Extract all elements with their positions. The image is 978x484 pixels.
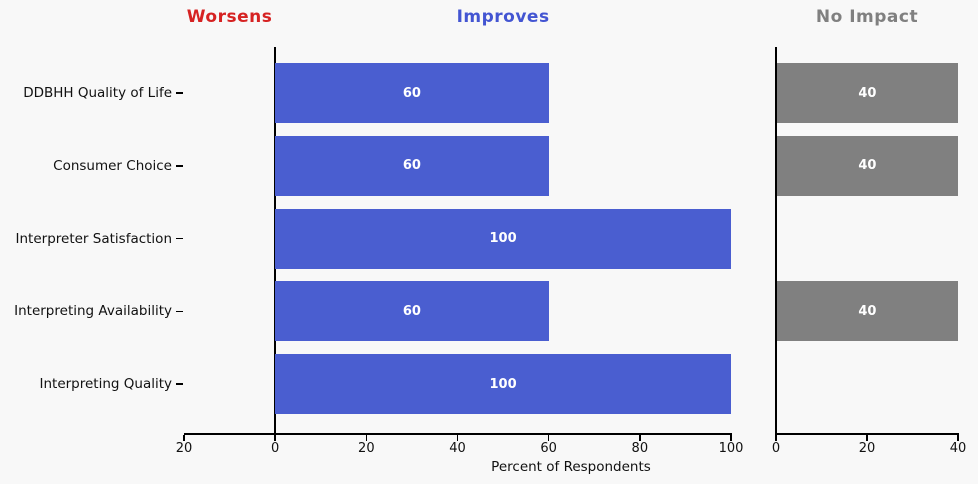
bar-value-label: 40 bbox=[858, 158, 877, 174]
bar-no-impact-1: 40 bbox=[776, 135, 958, 196]
x-axis-no-impact-tick-label: 0 bbox=[771, 441, 781, 456]
x-axis-no-impact-tick bbox=[866, 434, 868, 441]
category-label: DDBHH Quality of Life bbox=[23, 85, 172, 101]
panel-title-no-impact: No Impact bbox=[815, 7, 919, 27]
axis-line-bottom-main bbox=[184, 433, 732, 435]
axis-line-bottom-no-impact bbox=[775, 433, 959, 435]
y-tick bbox=[176, 237, 183, 240]
bar-no-impact-3: 40 bbox=[776, 281, 958, 342]
x-axis-no-impact-tick bbox=[957, 434, 959, 441]
x-axis-main-tick-label: 60 bbox=[540, 441, 557, 456]
bar-improves-0: 60 bbox=[275, 63, 549, 123]
x-axis-main-tick bbox=[274, 434, 276, 441]
x-axis-no-impact-tick bbox=[775, 434, 777, 441]
x-axis-main-tick bbox=[456, 434, 459, 441]
x-axis-main-tick bbox=[547, 434, 550, 441]
x-axis-main-tick bbox=[365, 434, 368, 441]
bar-value-label: 100 bbox=[489, 231, 517, 246]
y-tick bbox=[176, 310, 183, 312]
x-axis-main-tick-label: 20 bbox=[175, 441, 193, 456]
x-axis-main-tick-label: 20 bbox=[358, 441, 375, 456]
y-tick bbox=[176, 165, 183, 167]
bar-no-impact-0: 40 bbox=[776, 63, 958, 123]
x-axis-no-impact-tick-label: 20 bbox=[858, 441, 876, 456]
category-label: Interpreting Availability bbox=[14, 303, 172, 320]
x-axis-no-impact-tick-label: 40 bbox=[949, 441, 967, 456]
axis-line-left-no-impact bbox=[775, 47, 777, 433]
category-label: Interpreting Quality bbox=[39, 376, 172, 392]
bar-value-label: 60 bbox=[402, 158, 421, 174]
bar-value-label: 100 bbox=[489, 376, 517, 392]
bar-value-label: 60 bbox=[402, 303, 421, 319]
x-axis-main-tick bbox=[730, 434, 732, 441]
bar-value-label: 40 bbox=[858, 85, 877, 101]
panel-title-improves: Improves bbox=[456, 7, 550, 27]
bar-value-label: 60 bbox=[402, 85, 421, 101]
panel-title-worsens: Worsens bbox=[186, 7, 273, 27]
bar-improves-2: 100 bbox=[275, 208, 731, 269]
bar-improves-4: 100 bbox=[275, 354, 731, 414]
bar-improves-3: 60 bbox=[275, 281, 549, 342]
x-axis-main-tick bbox=[639, 434, 641, 441]
x-axis-main-tick-label: 0 bbox=[271, 441, 280, 456]
x-axis-main-tick-label: 80 bbox=[631, 441, 649, 456]
category-label: Consumer Choice bbox=[53, 157, 172, 174]
bar-value-label: 40 bbox=[858, 303, 877, 319]
bar-improves-1: 60 bbox=[275, 135, 549, 196]
category-label: Interpreter Satisfaction bbox=[15, 230, 172, 247]
x-axis-title: Percent of Respondents bbox=[491, 459, 651, 475]
x-axis-main-tick bbox=[183, 434, 185, 441]
x-axis-main-tick-label: 100 bbox=[718, 441, 744, 456]
y-tick bbox=[176, 92, 183, 94]
x-axis-main-tick-label: 40 bbox=[449, 441, 466, 456]
y-tick bbox=[176, 383, 183, 385]
